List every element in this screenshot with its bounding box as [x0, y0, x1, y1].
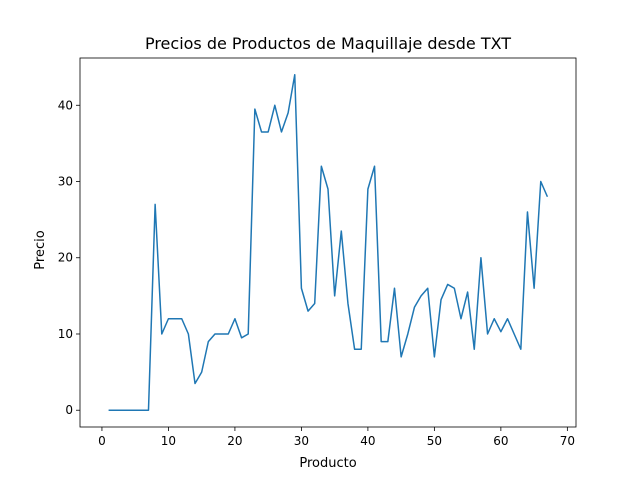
y-tick-label: 10	[58, 327, 73, 341]
x-axis-label: Producto	[299, 456, 356, 471]
x-tick-label: 50	[427, 434, 442, 448]
series-line-0	[108, 74, 549, 411]
x-tick-label: 10	[161, 434, 176, 448]
plot-area: 0 10 20 30 40 50 60 70 0 10 20 30 40	[58, 57, 577, 448]
x-tick-label: 30	[294, 434, 309, 448]
x-tick-label: 0	[98, 434, 106, 448]
y-tick-label: 0	[65, 403, 73, 417]
x-tick-label: 60	[493, 434, 508, 448]
y-tick-label: 20	[58, 251, 73, 265]
y-tick-label: 30	[58, 175, 73, 189]
x-tick-label: 40	[360, 434, 375, 448]
axes-frame	[79, 57, 577, 428]
y-axis-label: Precio	[33, 230, 48, 269]
x-tick-label: 70	[560, 434, 575, 448]
chart-title: Precios de Productos de Maquillaje desde…	[145, 34, 511, 53]
x-tick-label: 20	[227, 434, 242, 448]
y-tick-label: 40	[58, 98, 73, 112]
